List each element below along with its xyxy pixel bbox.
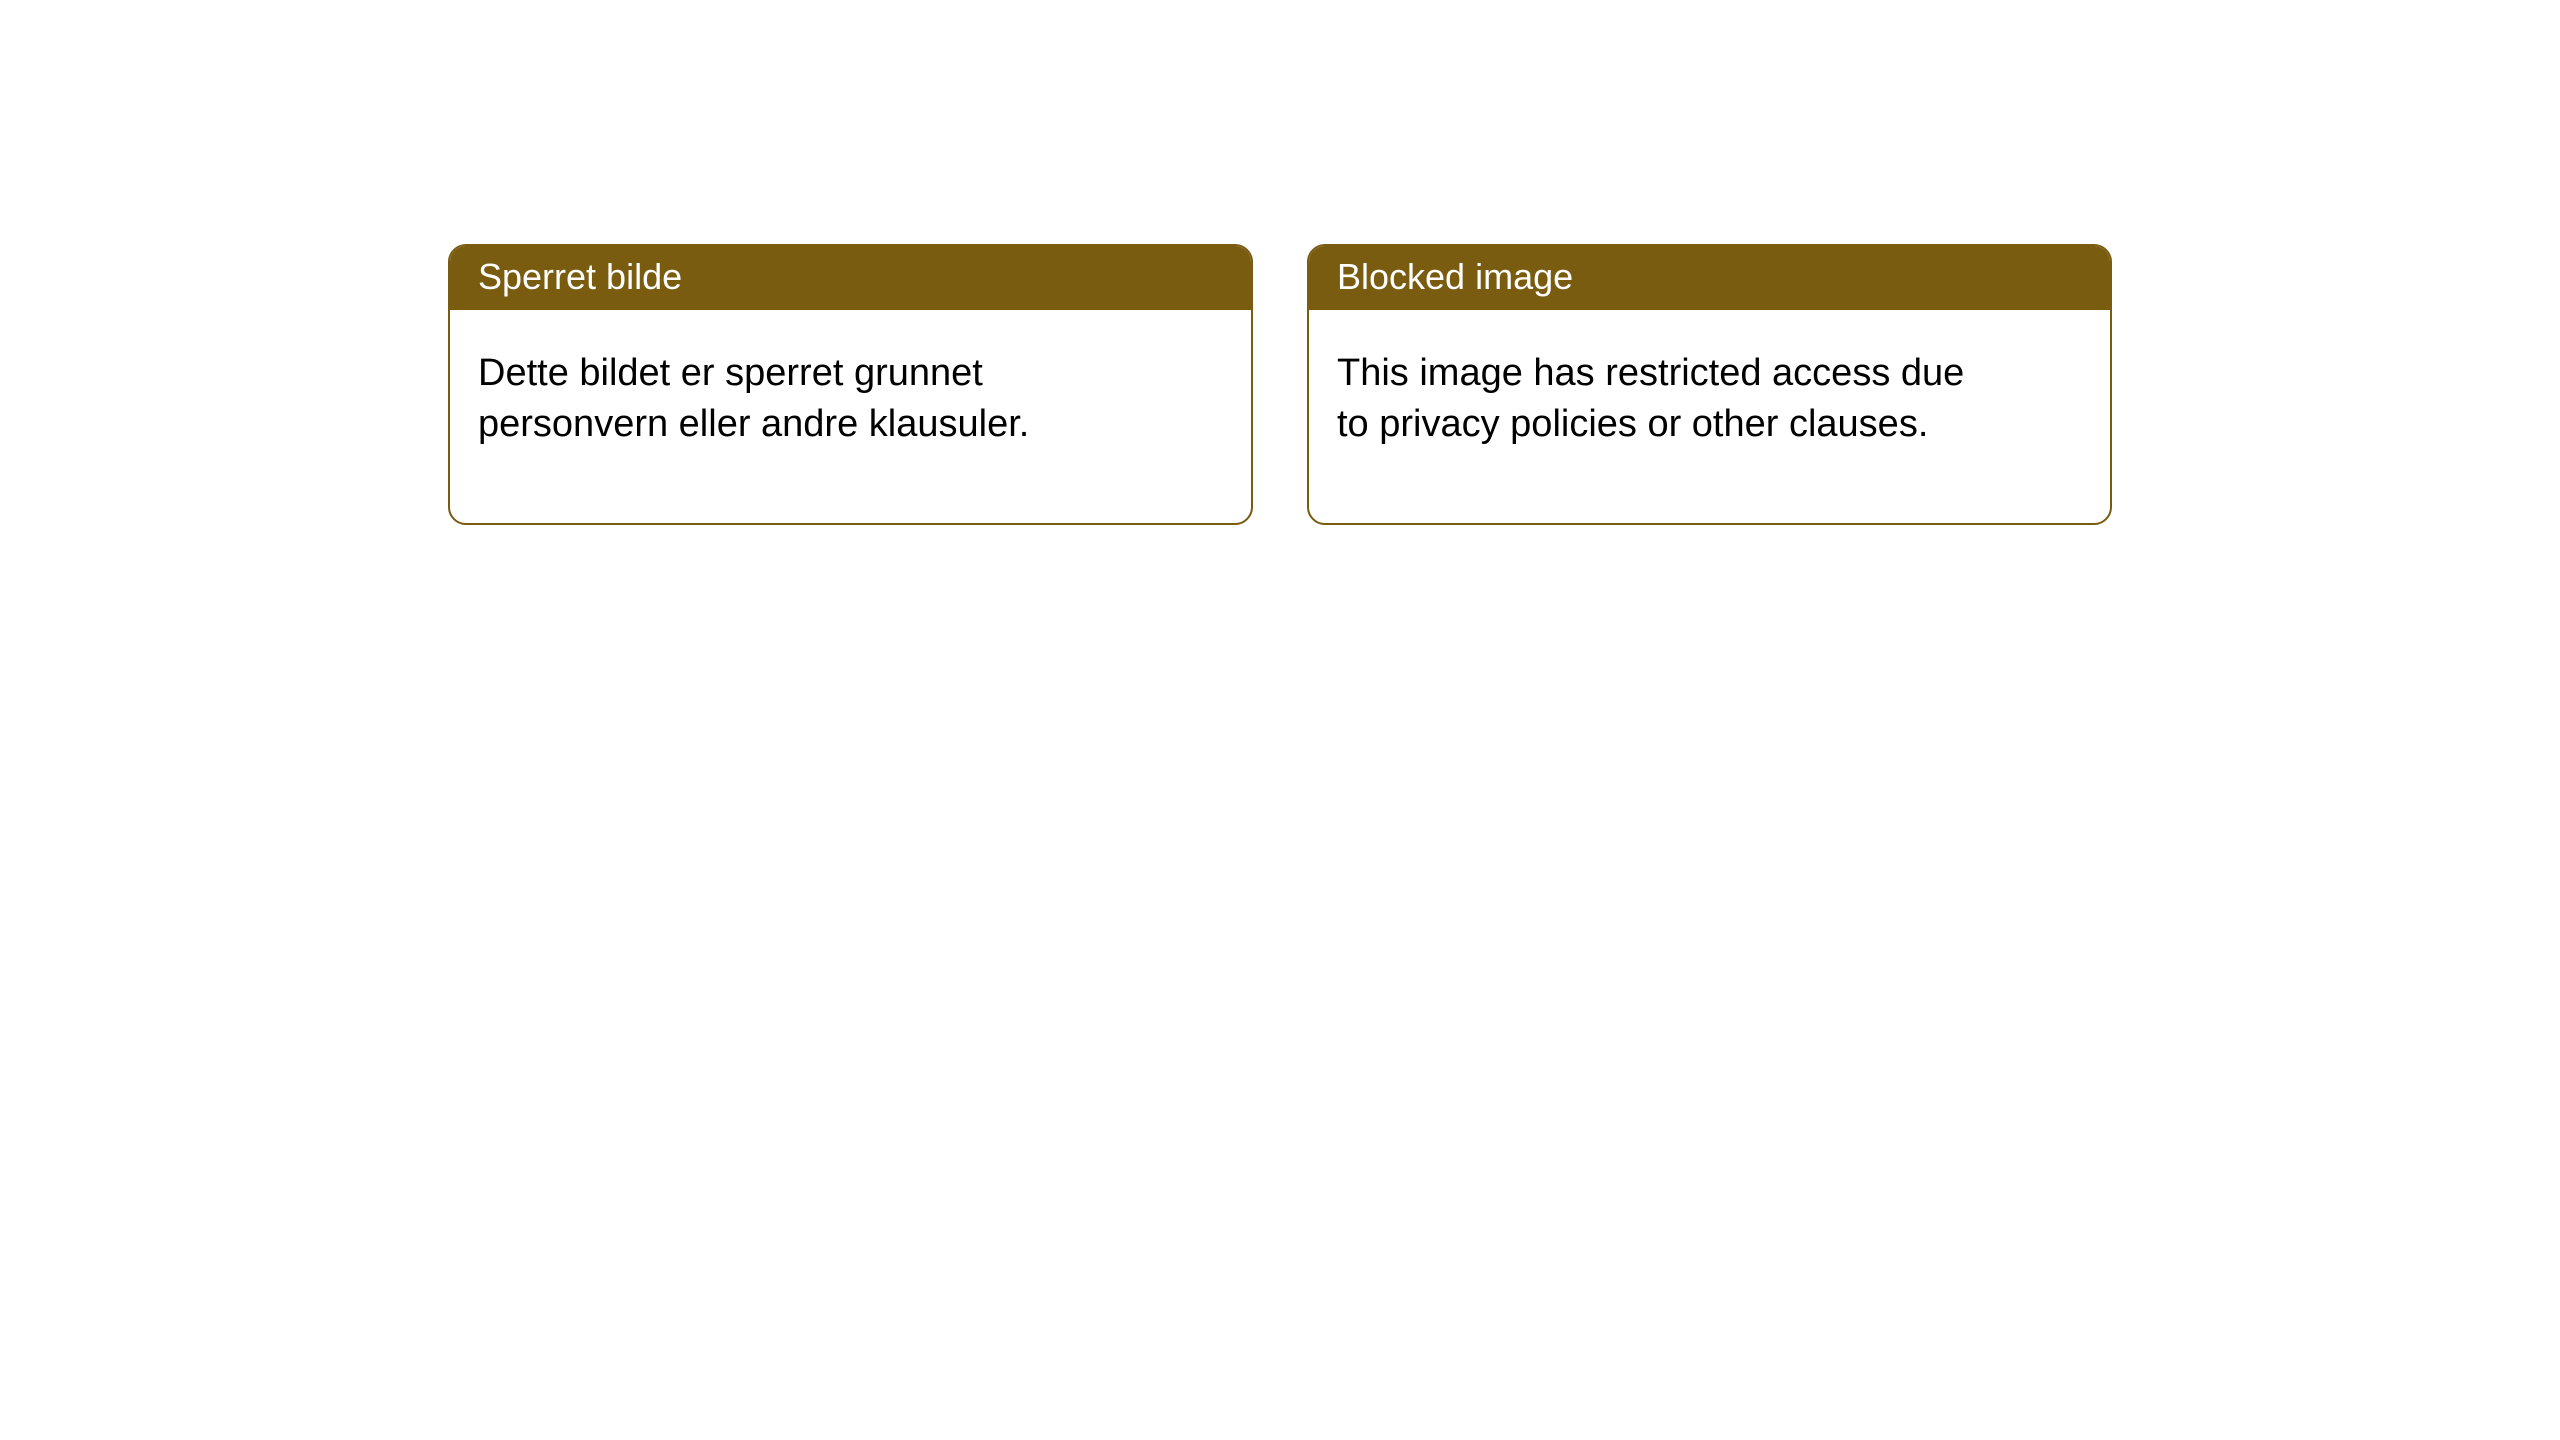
notice-card-norwegian: Sperret bilde Dette bildet er sperret gr… <box>448 244 1253 525</box>
notice-card-english: Blocked image This image has restricted … <box>1307 244 2112 525</box>
notice-body: Dette bildet er sperret grunnet personve… <box>450 310 1150 523</box>
notice-body: This image has restricted access due to … <box>1309 310 2009 523</box>
notice-header: Blocked image <box>1309 246 2110 310</box>
notice-body-text: This image has restricted access due to … <box>1337 352 1964 445</box>
notice-title: Blocked image <box>1337 256 1573 297</box>
notice-body-text: Dette bildet er sperret grunnet personve… <box>478 352 1029 445</box>
notice-container: Sperret bilde Dette bildet er sperret gr… <box>448 244 2112 525</box>
notice-title: Sperret bilde <box>478 256 682 297</box>
notice-header: Sperret bilde <box>450 246 1251 310</box>
